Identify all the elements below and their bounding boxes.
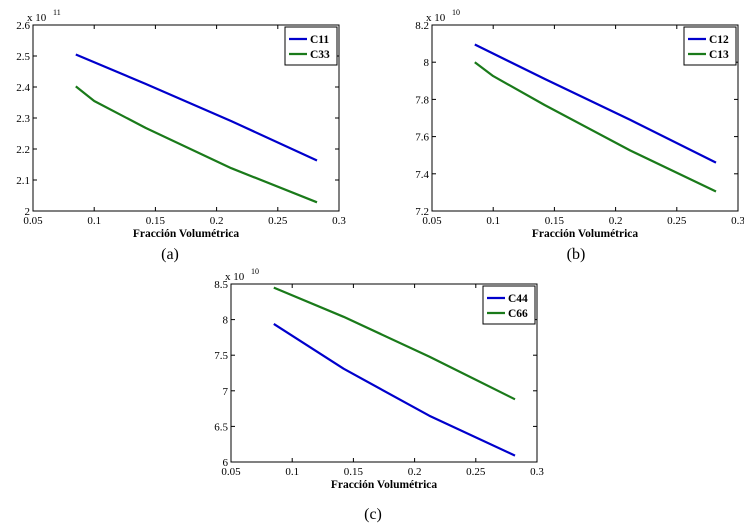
series-line-c12: [474, 43, 717, 164]
y-multiplier-base: x 10: [426, 12, 446, 24]
y-tick-label: 2.2: [16, 144, 30, 156]
y-tick-label: 8: [424, 57, 430, 69]
chart-panel-a: 0.05 0.1 0.15 0.2 0.25 0.3 2 2.1 2.2 2.3 2.4 2.5 2.6…: [16, 8, 346, 263]
x-tick-label: 0.3: [530, 466, 544, 478]
x-tick-label: 0.25: [466, 466, 486, 478]
x-tick-label: 0.1: [486, 215, 500, 227]
y-tick-label: 2: [25, 206, 31, 218]
y-tick-label: 2.1: [16, 175, 30, 187]
x-tick-label: 0.15: [146, 215, 166, 227]
chart-panel-c: 0.05 0.1 0.15 0.2 0.25 0.3 6 6.5 7 7.5 8 8.5x 10 10 F…: [214, 267, 544, 523]
y-tick-label: 8.2: [415, 20, 429, 32]
panel-caption: (b): [567, 246, 586, 263]
x-tick-label: 0.1: [285, 466, 299, 478]
x-tick-label: 0.3: [332, 215, 346, 227]
axes-box: [230, 283, 538, 463]
x-tick-label: 0.15: [344, 466, 364, 478]
y-tick-label: 8.5: [214, 279, 228, 291]
legend-label-c11: C11: [310, 34, 329, 46]
y-tick-label: 7.6: [415, 132, 429, 144]
x-tick-label: 0.15: [545, 215, 565, 227]
x-axis-label: Fracción Volumétrica: [532, 228, 639, 240]
legend-label-c12: C12: [709, 34, 729, 46]
x-tick-label: 0.25: [268, 215, 288, 227]
y-multiplier-base: x 10: [27, 12, 47, 24]
legend-label-c66: C66: [508, 308, 528, 320]
legend-label-c44: C44: [508, 293, 528, 305]
y-multiplier-exponent: 10: [251, 267, 259, 276]
x-tick-label: 0.1: [87, 215, 101, 227]
x-tick-label: 0.25: [667, 215, 687, 227]
y-tick-label: 2.5: [16, 51, 30, 63]
y-tick-label: 7.8: [415, 94, 429, 106]
legend-box: [284, 26, 338, 66]
legend-box: [482, 285, 536, 325]
y-multiplier-exponent: 10: [452, 8, 460, 17]
series-line-c44: [273, 322, 516, 457]
y-tick-label: 2.6: [16, 20, 30, 32]
x-tick-label: 0.05: [422, 215, 442, 227]
panel-caption: (c): [364, 506, 382, 523]
y-tick-label: 6: [223, 457, 229, 469]
panel-caption: (a): [161, 246, 179, 263]
x-axis-label: Fracción Volumétrica: [133, 228, 240, 240]
axes-box: [431, 24, 739, 212]
y-tick-label: 6.5: [214, 421, 228, 433]
y-tick-label: 2.4: [16, 82, 30, 94]
series-line-c33: [75, 85, 318, 204]
series-line-c11: [75, 53, 318, 162]
y-tick-label: 7.2: [415, 206, 429, 218]
x-tick-label: 0.3: [731, 215, 744, 227]
x-axis-label: Fracción Volumétrica: [331, 479, 438, 491]
y-tick-label: 2.3: [16, 113, 30, 125]
series-line-c66: [273, 286, 516, 401]
series-line-c13: [474, 61, 717, 193]
y-tick-label: 8: [223, 315, 229, 327]
legend-box: [683, 26, 737, 66]
x-tick-label: 0.05: [23, 215, 43, 227]
legend-label-c33: C33: [310, 49, 330, 61]
x-tick-label: 0.05: [221, 466, 241, 478]
x-tick-label: 0.2: [609, 215, 623, 227]
y-multiplier-exponent: 11: [53, 8, 61, 17]
y-tick-label: 7.5: [214, 350, 228, 362]
y-tick-label: 7.4: [415, 169, 429, 181]
y-tick-label: 7: [223, 386, 229, 398]
chart-panel-b: 0.05 0.1 0.15 0.2 0.25 0.3 7.2 7.4 7.6 7.8 8 8.2x 1…: [415, 8, 744, 263]
y-multiplier-base: x 10: [225, 271, 245, 283]
x-tick-label: 0.2: [408, 466, 422, 478]
x-tick-label: 0.2: [210, 215, 224, 227]
legend-label-c13: C13: [709, 49, 729, 61]
